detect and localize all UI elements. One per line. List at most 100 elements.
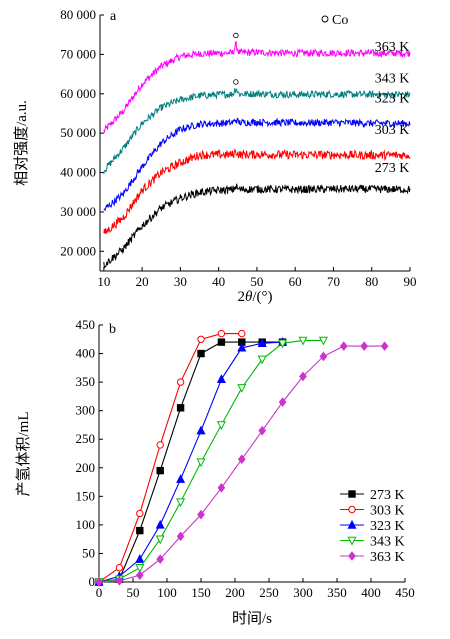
data-point-273-K: [197, 349, 205, 358]
panel-a-x-tick-label: 80: [365, 274, 378, 289]
data-point-343-K: [257, 355, 267, 365]
data-point-273-K: [156, 466, 164, 475]
series-line-343-K: [98, 339, 324, 583]
panel-b-x-tick-label: 350: [327, 585, 347, 600]
series-label-363-K: 363 K: [375, 40, 410, 55]
legend-marker-273-K: [348, 490, 356, 498]
data-point-323-K: [216, 374, 226, 383]
data-point-323-K: [196, 425, 206, 435]
series-line-273-K: [98, 341, 283, 583]
series-line-363-K: [98, 345, 385, 583]
legend-label-303-K: 303 K: [370, 504, 405, 519]
panel-b-y-tick-label: 400: [76, 346, 96, 361]
data-point-343-K: [155, 535, 165, 545]
panel-a-x-tick-label: 90: [404, 274, 417, 289]
panel-a-y-axis-label: 相对强度/a.u.: [13, 100, 30, 186]
series-label-323-K: 323 K: [375, 91, 410, 106]
panel-b-y-tick-label: 300: [76, 403, 96, 418]
data-point-363-K: [135, 570, 144, 580]
panel-b-y-tick-label: 200: [76, 460, 96, 475]
co-legend-label: Co: [332, 13, 348, 28]
panel-a-x-tick-label: 60: [289, 274, 302, 289]
data-point-343-K: [176, 498, 186, 508]
data-point-303-K: [238, 329, 246, 338]
panel-b-y-tick-label: 250: [76, 431, 96, 446]
panel-b-x-tick-label: 0: [96, 585, 103, 600]
data-point-323-K: [176, 474, 186, 483]
data-point-363-K: [339, 341, 348, 351]
legend-marker-363-K: [348, 551, 356, 561]
panel-a-x-tick-label: 30: [174, 274, 187, 289]
panel-b-x-tick-label: 300: [293, 585, 313, 600]
data-point-363-K: [258, 425, 267, 436]
panel-a-x-tick-label: 50: [250, 274, 263, 289]
co-peak-marker-343: [233, 79, 239, 85]
data-point-363-K: [360, 341, 369, 351]
data-point-273-K: [176, 404, 185, 412]
panel-b-x-tick-label: 150: [191, 585, 211, 600]
co-peak-marker-363: [233, 32, 239, 39]
legend-marker-303-K: [348, 505, 356, 514]
panel-b-y-tick-label: 50: [82, 545, 95, 560]
series-label-343-K: 343 K: [375, 72, 410, 87]
data-point-343-K: [298, 336, 308, 346]
data-point-323-K: [135, 554, 145, 563]
panel-b-hydrogen-chart: 0 50 100 150 200 250 300 350 400 450 0 50 100 150 200 2…: [15, 317, 415, 627]
panel-b-x-tick-label: 450: [395, 585, 415, 600]
data-point-323-K: [155, 519, 165, 529]
panel-a-y-tick-label: 80 000: [60, 7, 96, 22]
panel-a-label: a: [110, 9, 117, 24]
data-point-363-K: [156, 554, 165, 564]
panel-b-x-tick-label: 250: [259, 585, 279, 600]
panel-b-y-tick-label: 0: [89, 574, 96, 589]
series-line-343-K: [103, 88, 411, 174]
series-line-273-K: [103, 183, 411, 270]
panel-b-x-axis-label: 时间/s: [232, 610, 272, 627]
panel-b-y-tick-label: 150: [76, 488, 96, 503]
panel-a-y-tick-label: 60 000: [60, 86, 96, 101]
panel-b-y-tick-label: 100: [76, 517, 96, 532]
panel-a-y-tick-label: 70 000: [60, 46, 96, 61]
data-point-363-K: [319, 351, 328, 362]
data-point-303-K: [176, 378, 185, 386]
panel-b-x-tick-label: 100: [157, 585, 177, 600]
data-point-273-K: [217, 338, 226, 346]
data-point-343-K: [216, 421, 226, 431]
panel-b-x-tick-label: 50: [127, 585, 140, 600]
data-point-343-K: [318, 336, 328, 346]
panel-a-y-tick-label: 50 000: [60, 125, 96, 140]
data-point-363-K: [197, 509, 205, 520]
data-point-343-K: [196, 458, 206, 468]
legend-label-273-K: 273 K: [370, 488, 405, 503]
legend-label-363-K: 363 K: [370, 550, 405, 565]
co-legend-marker: [321, 15, 329, 23]
data-point-363-K: [278, 397, 287, 407]
data-point-363-K: [380, 341, 389, 351]
legend-label-323-K: 323 K: [370, 519, 405, 534]
data-point-303-K: [197, 335, 205, 343]
series-line-323-K: [98, 341, 283, 583]
legend-marker-323-K: [347, 519, 357, 529]
series-line-303-K: [103, 148, 411, 235]
data-point-323-K: [257, 338, 267, 347]
data-point-363-K: [95, 577, 103, 587]
series-label-273-K: 273 K: [375, 161, 410, 176]
legend-label-343-K: 343 K: [370, 535, 405, 550]
panel-a-xrd-chart: 10 20 30 40 50 60 70 80 90 20 000 30 000 40 000 50 0…: [13, 7, 417, 305]
series-line-363-K: [103, 40, 411, 134]
panel-b-label: b: [109, 322, 116, 337]
panel-b-y-axis-label: 产氢体积/mL: [15, 412, 32, 497]
data-point-343-K: [135, 564, 145, 573]
panel-a-x-tick-label: 20: [136, 274, 149, 289]
series-line-303-K: [98, 333, 242, 583]
panel-b-y-tick-label: 350: [76, 374, 96, 389]
panel-a-x-tick-label: 10: [97, 274, 110, 289]
data-point-363-K: [299, 371, 307, 382]
data-point-363-K: [217, 482, 226, 493]
series-line-323-K: [103, 117, 411, 212]
legend-marker-343-K: [347, 536, 357, 546]
series-label-303-K: 303 K: [375, 123, 410, 138]
data-point-343-K: [278, 339, 288, 349]
panel-a-y-tick-label: 20 000: [60, 243, 96, 258]
